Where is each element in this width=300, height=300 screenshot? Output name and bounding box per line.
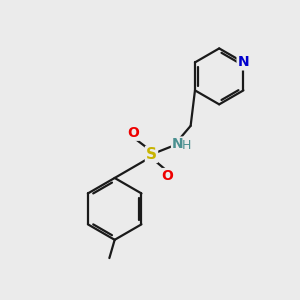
Text: O: O bbox=[162, 169, 174, 183]
Text: O: O bbox=[127, 126, 139, 140]
Text: N: N bbox=[238, 56, 249, 69]
Text: H: H bbox=[182, 139, 191, 152]
Text: S: S bbox=[146, 147, 157, 162]
Text: N: N bbox=[172, 137, 183, 151]
